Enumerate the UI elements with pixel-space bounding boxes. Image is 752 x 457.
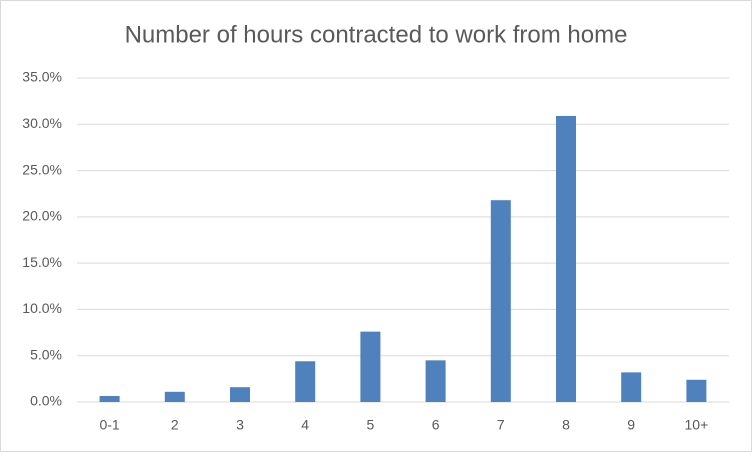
- x-tick-label: 7: [497, 417, 505, 433]
- x-tick-label: 8: [562, 417, 570, 433]
- y-tick-label: 35.0%: [22, 69, 62, 85]
- x-tick-label: 10+: [685, 417, 709, 433]
- y-tick-label: 5.0%: [30, 346, 62, 362]
- x-tick-label: 9: [627, 417, 635, 433]
- x-tick-label: 0-1: [99, 417, 119, 433]
- bar: [295, 361, 316, 402]
- bar: [99, 395, 120, 402]
- x-tick-label: 6: [432, 417, 440, 433]
- y-tick-label: 30.0%: [22, 115, 62, 131]
- bar: [230, 387, 250, 402]
- x-tick-label: 5: [367, 417, 375, 433]
- x-tick-label: 3: [236, 417, 244, 433]
- y-tick-label: 25.0%: [22, 161, 62, 177]
- y-tick-label: 15.0%: [22, 254, 62, 270]
- x-tick-label: 2: [171, 417, 179, 433]
- chart-title: Number of hours contracted to work from …: [125, 21, 628, 48]
- y-tick-label: 20.0%: [22, 208, 62, 224]
- bar: [556, 115, 576, 402]
- bar: [164, 391, 185, 402]
- y-tick-label: 0.0%: [30, 393, 62, 409]
- bar: [425, 360, 446, 402]
- bar: [490, 200, 511, 402]
- bar: [360, 331, 381, 402]
- bar: [686, 379, 707, 402]
- x-tick-label: 4: [301, 417, 309, 433]
- bar: [621, 372, 642, 402]
- y-tick-label: 10.0%: [22, 300, 62, 316]
